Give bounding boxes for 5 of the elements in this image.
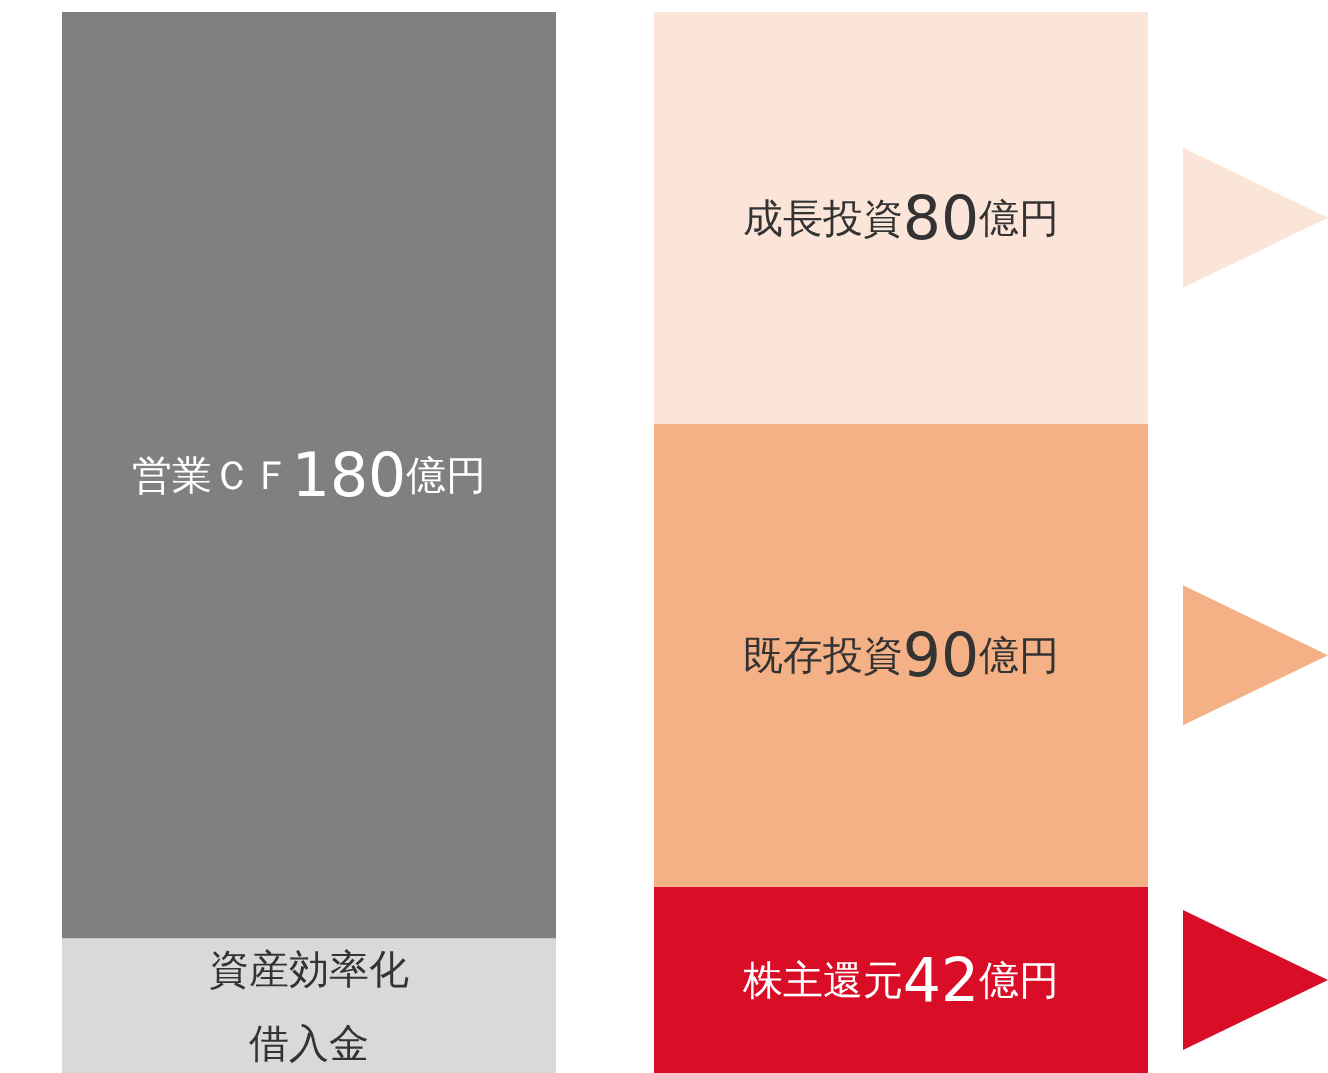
data-label: 株主還元42億円 [741, 944, 1060, 1015]
data-label: 既存投資90億円 [742, 620, 1060, 691]
data-label: 成長投資80億円 [742, 182, 1060, 253]
text: 借入金 [249, 1019, 369, 1066]
text: 資産効率化 [209, 945, 409, 992]
